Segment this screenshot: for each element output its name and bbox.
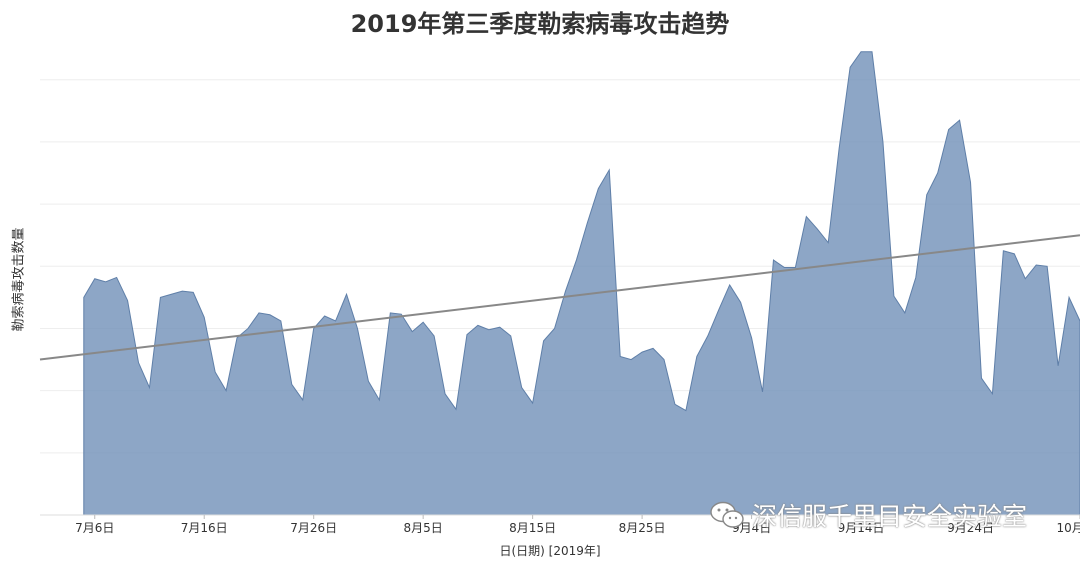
trend-line-layer bbox=[39, 234, 1080, 361]
x-tick-label: 7月6日 bbox=[75, 521, 114, 535]
x-axis: 7月6日 7月16日 7月26日 8月5日 8月15日 8月25日 9月4日 9月14日 9月2… bbox=[40, 514, 1080, 535]
trend-line bbox=[39, 234, 1080, 361]
x-tick-label: 7月16日 bbox=[181, 521, 228, 535]
x-tick-label: 7月26日 bbox=[290, 521, 337, 535]
x-tick-label: 9月24日 bbox=[947, 521, 994, 535]
x-tick-label: 9月14日 bbox=[838, 521, 885, 535]
x-tick-label: 8月25日 bbox=[619, 521, 666, 535]
area-series-layer bbox=[83, 51, 1080, 516]
x-tick-label: 8月5日 bbox=[404, 521, 443, 535]
chart-title: 2019年第三季度勒索病毒攻击趋势 bbox=[350, 10, 730, 38]
x-axis-label: 日(日期) [2019年] bbox=[499, 544, 601, 558]
wechat-icon bbox=[710, 501, 744, 528]
watermark-text: 深信服千里目安全实验室 bbox=[752, 502, 1028, 531]
x-tick-label: 9月4日 bbox=[732, 521, 771, 535]
x-tick-label: 10月4日 bbox=[1057, 521, 1080, 535]
area-series bbox=[83, 51, 1080, 516]
watermark: 深信服千里目安全实验室 bbox=[708, 500, 1028, 531]
x-tick-label: 8月15日 bbox=[509, 521, 556, 535]
